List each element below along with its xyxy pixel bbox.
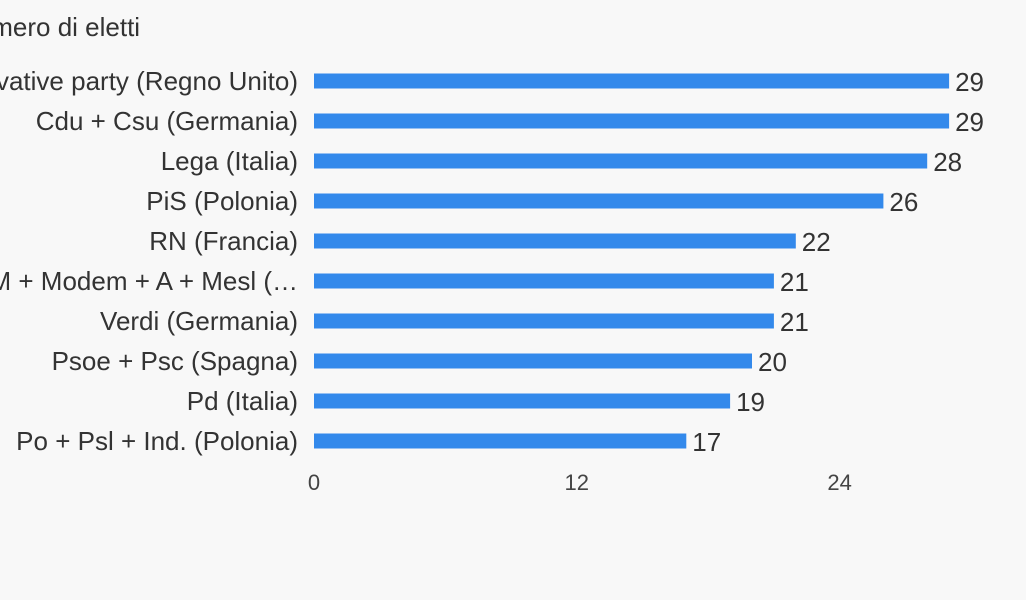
category-label: Conservative party (Regno Unito) [0,66,298,96]
category-label: Psoe + Psc (Spagna) [52,346,298,376]
bar [314,153,928,169]
bar [314,353,752,369]
x-tick-label: 24 [827,470,851,495]
value-label: 26 [889,187,918,217]
bars-group [314,73,950,449]
value-label: 17 [692,427,721,457]
value-label: 20 [758,347,787,377]
bar [314,313,774,329]
value-label: 19 [736,387,765,417]
category-label: Lega (Italia) [161,146,298,176]
bar [314,193,884,209]
value-label: 22 [802,227,831,257]
bar [314,393,731,409]
value-label: 29 [955,107,984,137]
bar [314,273,774,289]
bar [314,73,950,89]
category-labels: Conservative party (Regno Unito) Cdu + Cs… [0,66,298,456]
value-label: 29 [955,67,984,97]
value-labels: 29 29 28 26 22 21 21 20 19 17 [692,67,984,457]
category-label: Po + Psl + Ind. (Polonia) [16,426,298,456]
chart-title: Numero di eletti [0,12,140,42]
category-label: Pd (Italia) [187,386,298,416]
bar [314,233,796,249]
x-axis-ticks: 0 12 24 [308,470,852,495]
x-tick-label: 0 [308,470,320,495]
category-label: Cdu + Csu (Germania) [36,106,298,136]
category-label: RN (Francia) [149,226,298,256]
bar [314,433,687,449]
value-label: 21 [780,267,809,297]
value-label: 21 [780,307,809,337]
bar [314,113,950,129]
category-label: PiS (Polonia) [146,186,298,216]
category-label: LREM + Modem + A + Mesl (… [0,266,298,296]
x-tick-label: 12 [565,470,589,495]
category-label: Verdi (Germania) [100,306,298,336]
value-label: 28 [933,147,962,177]
